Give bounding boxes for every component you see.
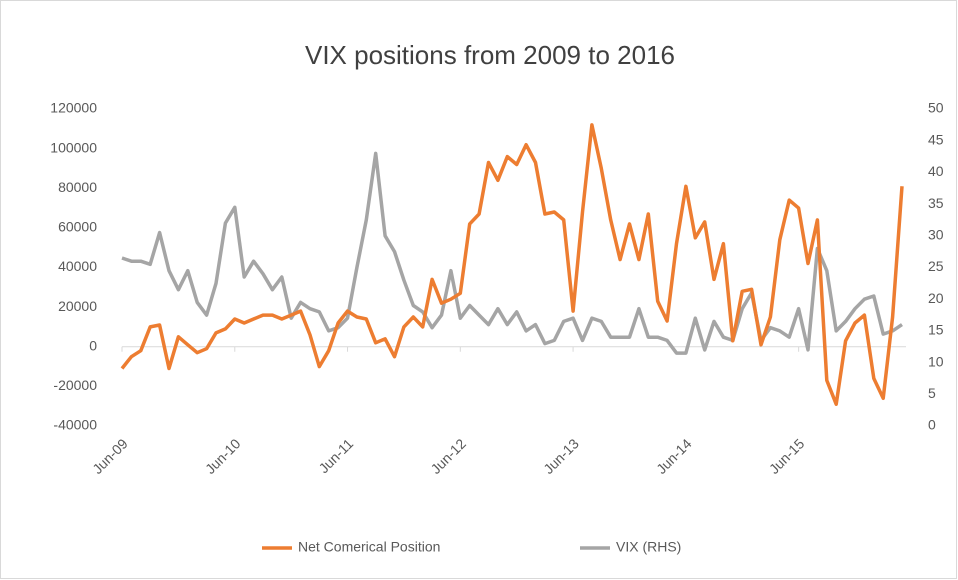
y2-tick-label: 40 xyxy=(928,163,944,179)
y2-tick-label: 5 xyxy=(928,385,936,401)
y-tick-label: 60000 xyxy=(58,219,97,235)
y2-tick-label: 10 xyxy=(928,353,944,369)
y2-tick-label: 20 xyxy=(928,290,944,306)
legend-label: Net Comerical Position xyxy=(298,539,440,555)
y2-tick-label: 45 xyxy=(928,131,944,147)
y-tick-label: 0 xyxy=(89,337,97,353)
y-tick-label: 120000 xyxy=(50,100,97,116)
y2-tick-label: 15 xyxy=(928,322,944,338)
series-line xyxy=(121,151,903,355)
y-tick-label: 20000 xyxy=(58,298,97,314)
y-tick-label: 100000 xyxy=(50,139,97,155)
y-tick-label: -40000 xyxy=(53,417,97,433)
series-line xyxy=(120,123,904,406)
y2-tick-label: 0 xyxy=(928,417,936,433)
legend-label: VIX (RHS) xyxy=(616,539,681,555)
y2-tick-label: 30 xyxy=(928,227,944,243)
y2-tick-label: 50 xyxy=(928,100,944,116)
y-tick-label: 40000 xyxy=(58,258,97,274)
y2-tick-label: 35 xyxy=(928,195,944,211)
y2-tick-label: 25 xyxy=(928,258,944,274)
chart-title: VIX positions from 2009 to 2016 xyxy=(305,40,675,70)
y-tick-label: 80000 xyxy=(58,179,97,195)
y-tick-label: -20000 xyxy=(53,377,97,393)
